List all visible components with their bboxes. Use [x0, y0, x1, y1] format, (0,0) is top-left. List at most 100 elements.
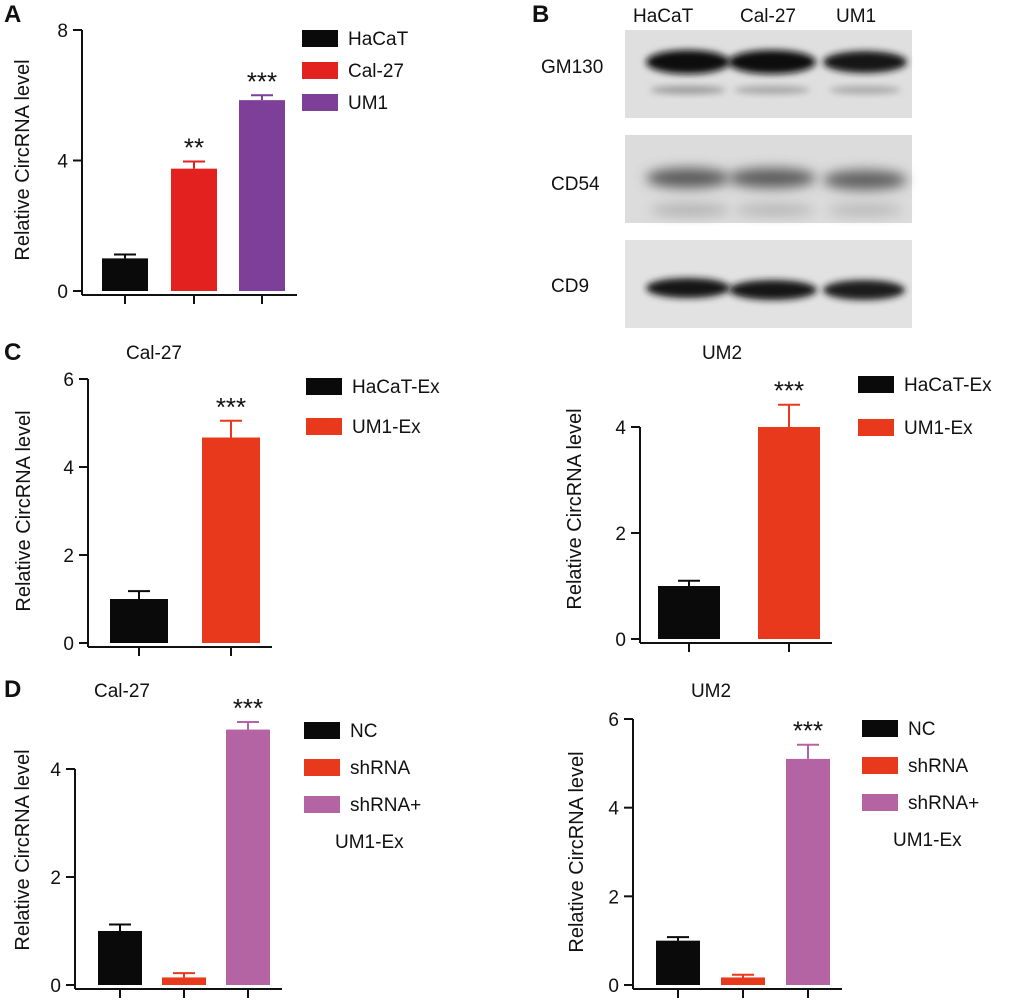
significance-mark: ** [184, 132, 204, 162]
y-tick-label: 2 [50, 868, 61, 889]
chart-d1: 0 2 4 Relative CircRNA level Cal-27 *** NC shRN… [12, 681, 421, 998]
significance-mark: *** [247, 66, 277, 96]
blot-column-hacat: HaCaT [633, 6, 694, 27]
y-tick-label: 0 [615, 630, 626, 651]
y-axis-label: Relative CircRNA level [12, 59, 34, 260]
y-tick-label: 0 [608, 976, 619, 997]
y-tick-label: 6 [608, 710, 619, 731]
y-tick-label: 2 [615, 524, 626, 545]
chart-c1: 0 2 4 6 Relative CircRNA level Cal-27 *** HaCaT… [13, 343, 440, 656]
band-cd54-hacat [646, 168, 730, 188]
y-tick-label: 4 [57, 152, 68, 173]
blot-strip-cd54 [625, 135, 912, 223]
legend-label: UM1-Ex [352, 417, 421, 438]
legend-swatch [302, 94, 338, 111]
bar-2 [721, 977, 765, 985]
y-axis-label: Relative CircRNA level [566, 751, 588, 952]
blot-strip-cd9 [625, 240, 912, 328]
western-blot: HaCaT Cal-27 UM1 GM130 CD54 CD9 [541, 6, 912, 328]
legend-swatch [302, 62, 338, 79]
legend-swatch [862, 757, 898, 774]
y-tick-label: 4 [63, 458, 74, 479]
legend-swatch [306, 418, 342, 435]
band-cd54-um1 [823, 170, 907, 190]
y-tick-label: 0 [63, 634, 74, 655]
significance-mark: *** [216, 392, 246, 422]
legend-swatch [304, 722, 340, 739]
legend-label: shRNA+ [908, 793, 979, 814]
legend-label: NC [350, 721, 377, 742]
legend-label: UM1-Ex [904, 418, 973, 439]
chart-title: Cal-27 [126, 343, 182, 364]
blot-row-gm130: GM130 [541, 57, 603, 78]
y-tick-label: 0 [57, 282, 68, 303]
bar-3 [226, 729, 270, 985]
bar-3 [786, 758, 830, 985]
blot-column-cal27: Cal-27 [740, 6, 796, 27]
legend-label: shRNA [350, 758, 411, 779]
chart-c2: 0 2 4 Relative CircRNA level UM2 *** HaCaT-Ex U… [564, 343, 992, 652]
band-cd54-cal27 [728, 168, 816, 188]
y-tick-label: 6 [63, 370, 74, 391]
panel-letter-b: B [532, 1, 549, 28]
legend-label: HaCaT [348, 29, 409, 50]
band-cd9-cal27 [729, 280, 817, 300]
legend-swatch [304, 759, 340, 776]
y-axis-label: Relative CircRNA level [564, 408, 586, 609]
y-tick-label: 8 [57, 21, 68, 42]
legend-label: UM1-Ex [893, 830, 962, 851]
legend-label: shRNA+ [350, 795, 421, 816]
legend-label: Cal-27 [348, 61, 404, 82]
blot-column-um1: UM1 [836, 6, 876, 27]
band-cd9-hacat [646, 278, 730, 298]
y-tick-label: 4 [608, 799, 619, 820]
legend-label: HaCaT-Ex [904, 375, 992, 396]
bar-2 [202, 437, 260, 643]
blot-row-cd9: CD9 [551, 276, 589, 297]
band-gm130-um1 [823, 51, 907, 73]
panel-letter-a: A [4, 1, 21, 28]
chart-title: UM2 [702, 343, 742, 364]
legend-label: UM1-Ex [335, 832, 404, 853]
panel-letter-c: C [4, 339, 21, 366]
bar-1 [102, 258, 148, 291]
legend-swatch [858, 419, 894, 436]
significance-mark: *** [233, 693, 263, 723]
y-tick-label: 2 [608, 887, 619, 908]
chart-d2: 0 2 4 6 Relative CircRNA level UM2 *** NC shRNA s… [566, 681, 979, 998]
bar-2 [758, 427, 820, 639]
chart-title: Cal-27 [94, 681, 150, 702]
significance-mark: *** [774, 376, 804, 406]
bar-1 [656, 940, 700, 985]
y-tick-label: 0 [50, 976, 61, 997]
panel-letter-d: D [4, 676, 21, 703]
y-tick-label: 4 [50, 760, 61, 781]
legend-swatch [304, 796, 340, 813]
legend-label: shRNA [908, 756, 969, 777]
bar-1 [110, 599, 168, 643]
significance-mark: *** [793, 716, 823, 746]
legend-swatch [306, 378, 342, 395]
legend-swatch [858, 376, 894, 393]
y-tick-label: 4 [615, 418, 626, 439]
bar-2 [171, 168, 217, 291]
blot-strip-gm130 [625, 30, 912, 118]
legend-label: UM1 [348, 93, 388, 114]
bar-1 [98, 931, 142, 985]
legend-label: NC [908, 719, 935, 740]
bar-2 [162, 977, 206, 985]
band-gm130-hacat [646, 50, 730, 74]
blot-row-cd54: CD54 [551, 174, 600, 195]
legend-swatch [302, 30, 338, 47]
chart-title: UM2 [691, 681, 731, 702]
legend-swatch [862, 794, 898, 811]
bar-3 [239, 100, 285, 291]
band-cd9-um1 [823, 280, 905, 300]
y-tick-label: 2 [63, 546, 74, 567]
y-axis-label: Relative CircRNA level [12, 749, 34, 950]
bar-1 [658, 586, 720, 639]
band-gm130-cal27 [728, 50, 816, 74]
